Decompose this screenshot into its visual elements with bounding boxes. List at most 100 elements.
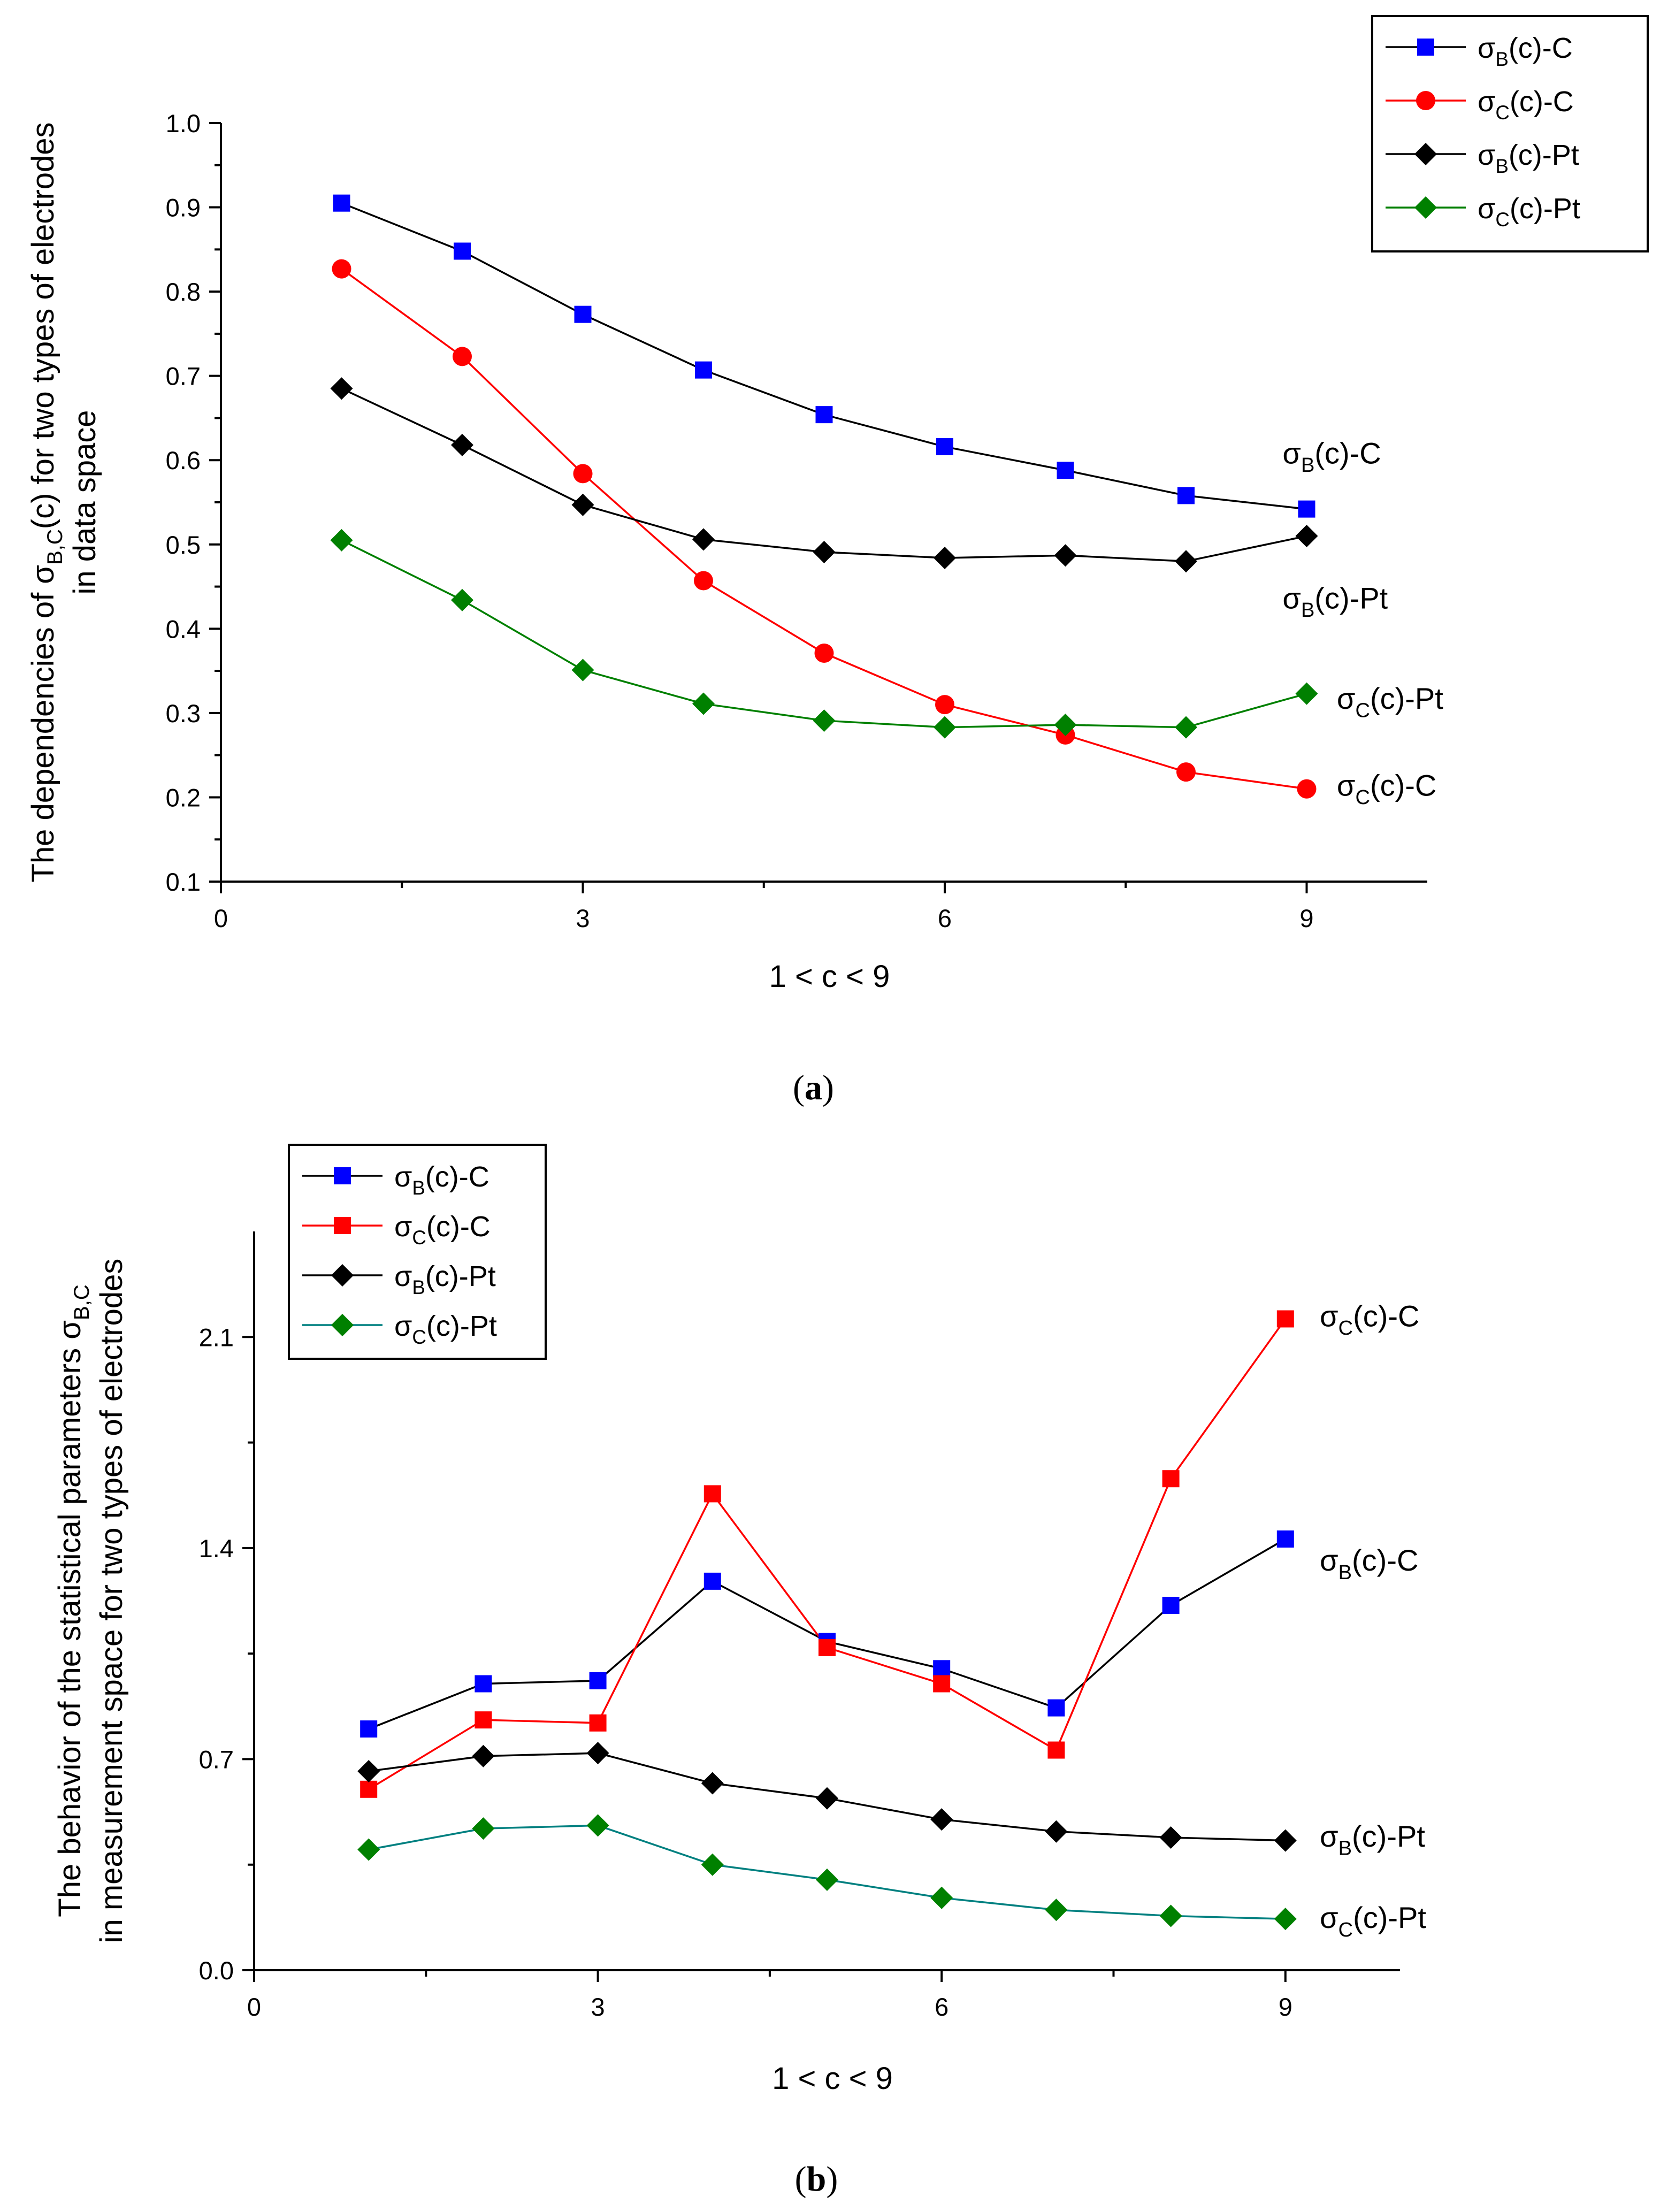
data-point-3 [934,716,956,739]
y-axis-label-line: The behavior of the statistical paramete… [52,1284,94,1917]
series-annotation-rest: (c)-C [1353,1299,1419,1333]
data-point-3 [692,692,715,715]
data-point-1 [818,1639,836,1656]
data-point-2 [813,540,836,563]
data-point-3 [1175,716,1197,739]
y-tick-label: 0.0 [199,1956,234,1985]
data-point-1 [453,347,472,366]
data-point-0 [454,242,471,260]
legend-label: σB(c)-Pt [1478,139,1579,177]
data-point-1 [1162,1470,1180,1488]
legend-label: σC(c)-Pt [394,1310,497,1348]
data-point-2 [930,1808,953,1831]
legend-label-rest: (c)-Pt [425,1260,496,1292]
data-point-2 [451,433,473,456]
data-point-3 [1274,1908,1297,1931]
data-point-1 [589,1714,607,1732]
data-point-2 [816,1787,838,1810]
data-point-3 [1295,682,1318,705]
legend-label-rest: (c)-Pt [1510,193,1580,225]
data-point-2 [1175,550,1197,573]
series-annotation-rest: (c)-Pt [1370,682,1443,715]
series-annotation-base: σ [1320,1299,1338,1333]
data-point-0 [695,361,712,379]
data-point-3 [357,1838,380,1861]
legend-marker [331,1264,354,1287]
x-tick-label: 9 [1299,904,1313,932]
legend-label-sub: B [1495,48,1509,70]
data-point-1 [1276,1310,1294,1328]
legend-label-rest: (c)-C [425,1161,489,1193]
data-point-1 [475,1711,492,1729]
data-point-0 [589,1672,607,1689]
series-annotation-rest: (c)-Pt [1353,1901,1426,1934]
x-tick-label: 9 [1279,1993,1292,2021]
y-axis-label-sub: B,C [43,529,67,565]
data-point-2 [571,493,594,516]
y-axis-label-text: The behavior of the statistical paramete… [52,1320,87,1917]
data-point-2 [1274,1829,1297,1852]
data-point-3 [1045,1899,1068,1922]
series-annotation: σC(c)-Pt [1337,682,1443,722]
data-point-0 [936,438,953,456]
legend-marker [1417,39,1434,56]
data-point-3 [472,1817,495,1840]
series-annotation: σC(c)-C [1337,768,1436,809]
legend-marker [331,1314,354,1336]
caption-open: ( [795,2160,807,2199]
series-annotation-sub: B [1338,1562,1352,1584]
data-point-0 [574,305,592,323]
x-tick-label: 0 [214,904,228,932]
series-annotation-sub: B [1301,599,1314,622]
data-point-2 [357,1759,380,1782]
data-point-1 [933,1675,951,1693]
series-annotation-rest: (c)-Pt [1314,581,1388,615]
series-annotation-rest: (c)-Pt [1352,1819,1425,1853]
data-point-3 [1054,713,1077,736]
legend-label-sub: C [412,1326,426,1348]
data-point-0 [1298,500,1315,518]
data-point-1 [573,464,593,484]
series-line-1 [368,1318,1287,1790]
data-point-0 [1057,462,1074,479]
legend-marker [334,1217,351,1234]
y-tick-label: 2.1 [199,1323,234,1351]
series-annotation-base: σ [1337,682,1356,715]
x-tick-label: 3 [591,1993,605,2021]
figure-caption: (a) [793,1068,834,1107]
legend-label: σB(c)-C [394,1161,489,1199]
y-axis-label-line: The dependencies of σB,C(c) for two type… [26,122,67,882]
legend-label-base: σ [394,1211,412,1243]
y-axis-label-line: in data space [67,410,102,594]
legend-marker [1414,143,1437,165]
y-tick-label: 0.9 [166,194,201,222]
x-tick-label: 3 [576,904,590,932]
y-axis-label-text: in data space [67,410,102,594]
legend-label-sub: B [412,1276,425,1298]
series-annotation-base: σ [1282,581,1301,615]
data-point-2 [1054,544,1077,567]
data-point-1 [814,644,834,663]
data-point-0 [1162,1596,1180,1614]
y-tick-label: 1.4 [199,1534,234,1563]
series-annotation: σB(c)-Pt [1282,581,1388,622]
series-annotation-rest: (c)-C [1314,437,1381,470]
series-annotation-base: σ [1337,768,1356,802]
series-annotation-base: σ [1282,437,1301,470]
legend-marker [1416,91,1435,110]
data-point-3 [451,588,473,611]
data-point-2 [330,377,353,400]
legend-label: σC(c)-C [1478,86,1574,124]
caption-close: ) [826,2160,838,2199]
y-tick-label: 0.6 [166,446,201,474]
legend-label: σB(c)-C [1478,32,1573,70]
chart-a: 0.1 0.2 0.3 0.4 0.5 0.6 0.7 0.8 0.9 1.0 0 3 6 9 1 < c … [26,15,1649,1107]
data-point-3 [701,1853,724,1876]
data-point-1 [1176,762,1196,782]
legend-label-sub: C [1495,209,1510,231]
y-axis-label-line: in measurement space for two types of el… [94,1259,129,1943]
y-axis-label-sub: B,C [70,1284,94,1320]
data-point-3 [586,1814,609,1837]
legend-label-base: σ [1478,139,1495,171]
series-annotation-base: σ [1320,1901,1338,1934]
